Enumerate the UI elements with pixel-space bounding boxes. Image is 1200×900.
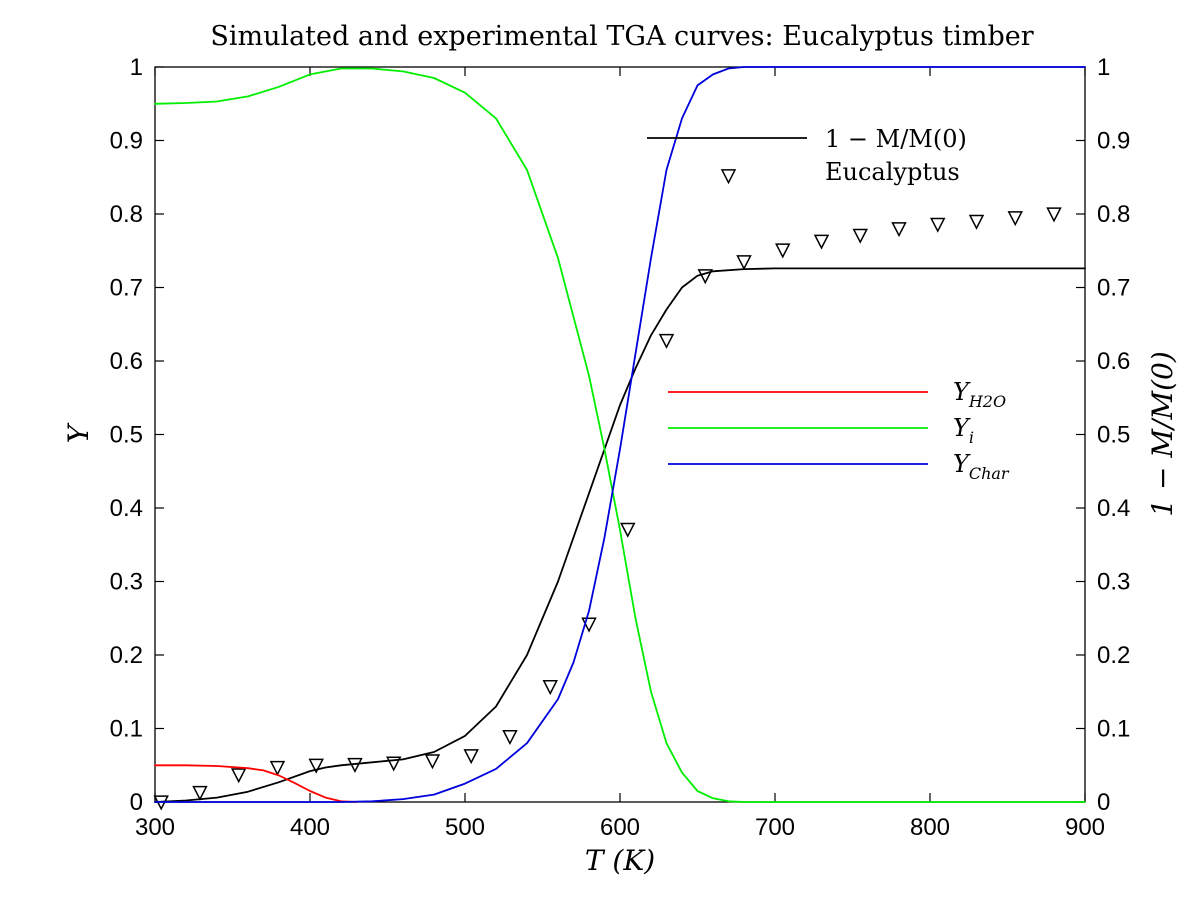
data-point-eucalyptus <box>891 222 907 238</box>
x-tick-label: 900 <box>1065 814 1105 841</box>
data-point-eucalyptus <box>620 522 636 538</box>
y-tick-label-left: 0 <box>130 789 143 816</box>
series-line-y-char <box>154 66 1086 803</box>
data-point-eucalyptus <box>658 333 675 349</box>
series-line-1-m-m-0 <box>154 267 1086 803</box>
series-line-y-h2o <box>154 764 358 803</box>
y-tick-label-left: 0.7 <box>110 275 143 302</box>
data-point-eucalyptus <box>697 269 713 285</box>
y-tick-label-right: 1 <box>1097 54 1110 81</box>
legend-label-h2o: YH2O <box>953 378 1006 411</box>
y-tick-label-right: 0.5 <box>1097 422 1130 449</box>
data-point-eucalyptus <box>1046 207 1062 223</box>
y-tick-label-left: 0.3 <box>110 569 143 596</box>
series-line-y-i <box>154 67 1086 803</box>
x-tick-label: 600 <box>600 814 640 841</box>
x-tick-label: 800 <box>910 814 950 841</box>
x-tick-label: 700 <box>755 814 795 841</box>
data-point-eucalyptus <box>813 234 830 250</box>
data-point-eucalyptus <box>968 214 985 230</box>
data-point-eucalyptus <box>230 768 247 784</box>
y-tick-label-left: 0.2 <box>110 642 143 669</box>
data-point-eucalyptus <box>736 255 752 271</box>
y-tick-label-right: 0.7 <box>1097 275 1130 302</box>
x-tick-label: 500 <box>445 814 485 841</box>
chart-title: Simulated and experimental TGA curves: E… <box>210 21 1033 52</box>
y-tick-label-left: 1 <box>130 54 143 81</box>
data-point-eucalyptus <box>775 243 791 259</box>
y-tick-label-left: 0.8 <box>110 201 143 228</box>
y-tick-label-right: 0.9 <box>1097 128 1130 155</box>
data-point-eucalyptus <box>385 756 402 772</box>
data-point-eucalyptus <box>502 729 518 746</box>
data-point-eucalyptus <box>930 217 946 233</box>
data-point-eucalyptus <box>424 754 441 770</box>
data-point-eucalyptus <box>347 757 363 773</box>
data-point-eucalyptus <box>720 169 737 185</box>
y-tick-label-right: 0.4 <box>1097 495 1130 522</box>
data-point-eucalyptus <box>308 758 324 774</box>
y-tick-label-right: 0 <box>1097 789 1110 816</box>
y-axis-right-label: 1 − M/M(0) <box>1146 351 1179 517</box>
data-point-eucalyptus <box>852 228 868 244</box>
x-tick-label: 300 <box>135 814 175 841</box>
series-layer <box>153 66 1086 811</box>
data-point-eucalyptus <box>1007 211 1023 227</box>
y-tick-label-left: 0.4 <box>110 495 143 522</box>
x-tick-label: 400 <box>290 814 330 841</box>
y-tick-label-left: 0.6 <box>110 348 143 375</box>
y-tick-label-left: 0.9 <box>110 128 143 155</box>
y-tick-label-right: 0.6 <box>1097 348 1130 375</box>
y-tick-label-right: 0.8 <box>1097 201 1130 228</box>
y-tick-label-left: 0.5 <box>110 422 143 449</box>
y-tick-label-right: 0.3 <box>1097 569 1130 596</box>
legend-label-char: YChar <box>953 450 1010 483</box>
y-axis-left-label: Y <box>62 422 95 443</box>
legend-label-mass-loss: 1 − M/M(0) <box>825 125 967 153</box>
y-tick-label-right: 0.2 <box>1097 642 1130 669</box>
data-point-eucalyptus <box>269 760 286 776</box>
y-tick-label-left: 0.1 <box>110 716 143 743</box>
y-tick-label-right: 0.1 <box>1097 716 1130 743</box>
data-point-eucalyptus <box>192 785 208 801</box>
legend-label-i: Yi <box>953 414 974 447</box>
x-axis-label: T (K) <box>585 844 655 877</box>
data-point-eucalyptus <box>463 749 479 765</box>
legend-label-eucalyptus: Eucalyptus <box>825 158 960 186</box>
data-point-eucalyptus <box>542 680 558 696</box>
